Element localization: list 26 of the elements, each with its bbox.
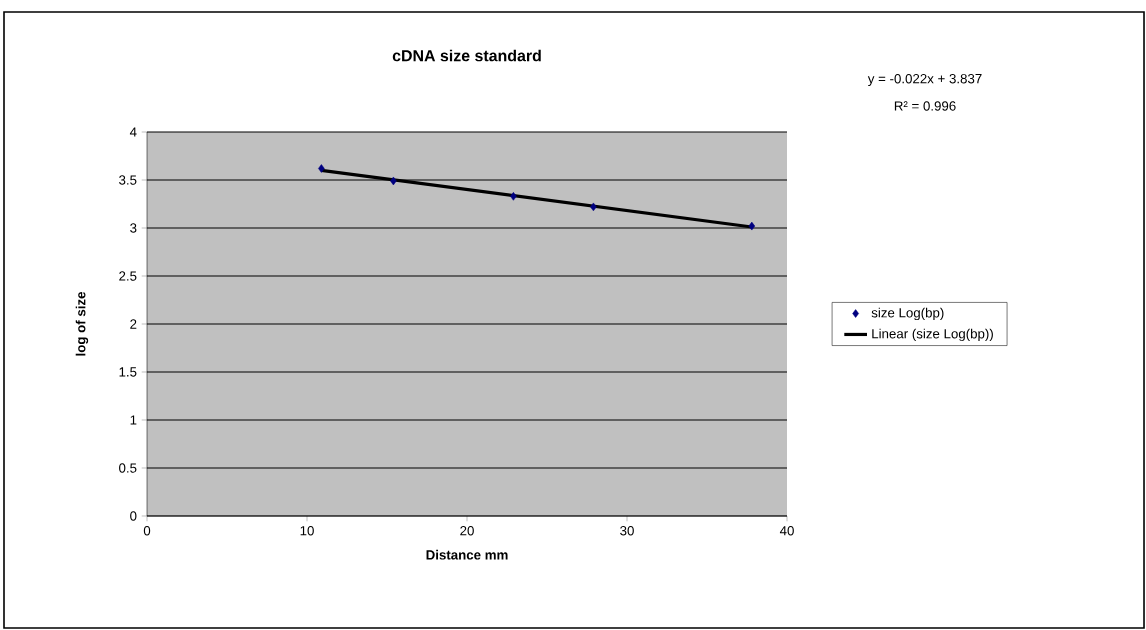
legend-label: Linear (size Log(bp)) bbox=[872, 328, 993, 342]
point bbox=[590, 202, 597, 212]
point bbox=[748, 221, 756, 231]
y-tick-label: 1.5 bbox=[119, 367, 137, 377]
text: y = -0.022x + 3.837 bbox=[867, 73, 982, 86]
x-tick-label: 30 bbox=[620, 526, 634, 536]
text: R² = 0.996 bbox=[894, 101, 956, 111]
y-tick-label: 2.5 bbox=[119, 271, 137, 281]
y-tick-label: 3 bbox=[130, 223, 137, 233]
y-tick-label: 3.5 bbox=[119, 175, 137, 185]
y-tick-label: 0.5 bbox=[119, 463, 137, 473]
x-tick-label: 10 bbox=[300, 526, 314, 536]
y-tick-label: 1 bbox=[130, 415, 137, 425]
point bbox=[390, 176, 397, 186]
y-tick-label: 2 bbox=[130, 319, 137, 329]
y-tick-label: 4 bbox=[129, 127, 137, 137]
legend-label: size Log(bp) bbox=[871, 307, 944, 321]
x-tick-label: 20 bbox=[460, 526, 474, 536]
y-tick-label: 0 bbox=[130, 511, 137, 521]
x-axis-title: Distance mm bbox=[426, 549, 508, 560]
x-tick-label: 0 bbox=[143, 526, 151, 536]
point bbox=[510, 192, 517, 201]
point bbox=[318, 164, 325, 173]
y-axis-title: log of size bbox=[75, 291, 89, 356]
x-tick-label: 40 bbox=[779, 526, 794, 536]
chart-title: cDNA size standard bbox=[392, 49, 541, 62]
